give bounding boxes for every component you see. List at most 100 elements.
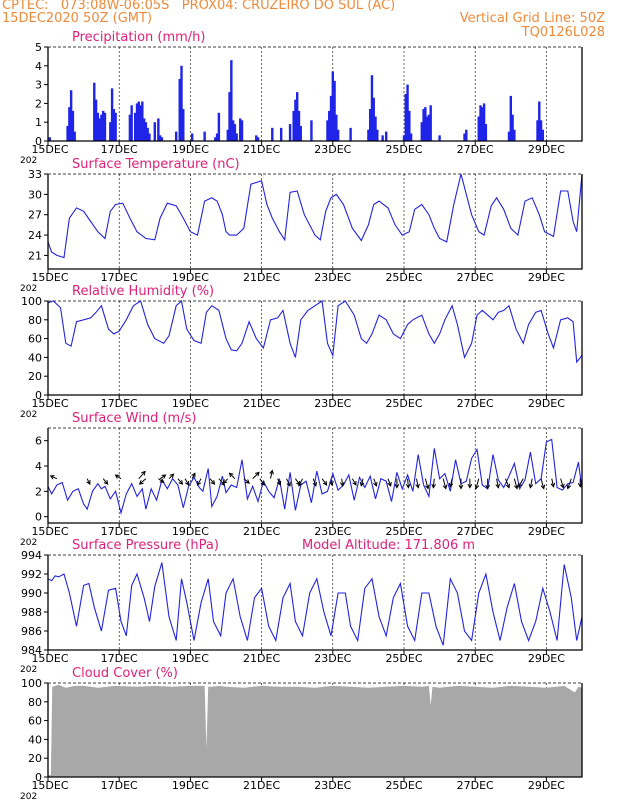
wind-vector-arrow bbox=[177, 478, 184, 485]
pressure-x-tick-label: 15DEC bbox=[31, 652, 68, 665]
wind-vector-arrow bbox=[259, 478, 265, 486]
precipitation-bar bbox=[409, 133, 413, 141]
temperature-y-tick-label: 21 bbox=[28, 249, 42, 262]
wind-vector-arrow bbox=[138, 470, 146, 479]
precipitation-x-tick-label: 21DEC bbox=[243, 143, 280, 156]
precipitation-bar bbox=[103, 112, 107, 141]
wind-vector-arrow bbox=[560, 478, 565, 489]
precipitation-bar bbox=[513, 129, 516, 141]
wind-x-tick-label: 29DEC bbox=[528, 525, 565, 538]
precipitation-bar bbox=[424, 107, 427, 141]
pressure-y-tick-label: 988 bbox=[21, 606, 42, 619]
cloud-cover-y-tick-label: 40 bbox=[28, 733, 42, 746]
cloud-cover-x-tick-label: 25DEC bbox=[385, 779, 422, 792]
humidity-year-label: 202 bbox=[20, 410, 37, 420]
temperature-y-tick-label: 33 bbox=[28, 168, 42, 181]
pressure-x-tick-label: 23DEC bbox=[314, 652, 351, 665]
pressure-x-tick-label: 25DEC bbox=[385, 652, 422, 665]
temperature-year-label: 202 bbox=[20, 284, 37, 294]
wind-series-line bbox=[47, 438, 583, 516]
humidity-x-tick-label: 17DEC bbox=[101, 397, 138, 410]
humidity-y-tick-label: 100 bbox=[21, 295, 42, 308]
pressure-x-tick-label: 17DEC bbox=[101, 652, 138, 665]
temperature-x-tick-label: 25DEC bbox=[385, 271, 422, 284]
wind-vector-arrow bbox=[405, 478, 411, 489]
wind-frame bbox=[47, 428, 583, 524]
wind-vector-arrow bbox=[222, 478, 229, 484]
precipitation-bar bbox=[231, 120, 235, 141]
precipitation-bar bbox=[214, 137, 217, 141]
humidity-series-line bbox=[47, 299, 583, 364]
humidity-y-tick-label: 80 bbox=[28, 314, 42, 327]
precipitation-x-tick-label: 27DEC bbox=[457, 143, 494, 156]
precipitation-bar bbox=[376, 129, 379, 141]
precipitation-bar bbox=[139, 105, 142, 141]
wind-vector-arrow bbox=[209, 478, 216, 485]
precipitation-bar bbox=[336, 129, 340, 141]
cloud-cover-y-tick-label: 0 bbox=[35, 771, 42, 784]
model-resolution-label: TQ0126L028 bbox=[521, 25, 605, 40]
wind-vector-arrow bbox=[339, 478, 345, 487]
precipitation-y-tick-label: 3 bbox=[35, 79, 42, 92]
wind-vector-arrow bbox=[540, 478, 546, 490]
precipitation-bar bbox=[463, 133, 466, 141]
temperature-frame bbox=[47, 174, 583, 270]
humidity-x-tick-label: 23DEC bbox=[314, 397, 351, 410]
precipitation-bar bbox=[427, 114, 431, 141]
precipitation-title: Precipitation (mm/h) bbox=[72, 30, 205, 45]
precipitation-bar bbox=[239, 118, 242, 141]
cloud-cover-title: Cloud Cover (%) bbox=[72, 666, 178, 681]
cloud-cover-y-tick-label: 20 bbox=[28, 752, 42, 765]
precipitation-bar bbox=[158, 135, 162, 141]
pressure-y-tick-label: 986 bbox=[21, 625, 42, 638]
wind-y-tick-label: 0 bbox=[35, 511, 42, 524]
precipitation-bar bbox=[174, 131, 178, 141]
precipitation-bar bbox=[429, 105, 432, 141]
precipitation-bar bbox=[153, 122, 156, 141]
precipitation-bar bbox=[178, 78, 181, 141]
precipitation-bar bbox=[479, 105, 482, 141]
precipitation-bar bbox=[333, 80, 336, 141]
temperature-x-tick-label: 21DEC bbox=[243, 271, 280, 284]
wind-title: Surface Wind (m/s) bbox=[72, 411, 196, 426]
humidity-x-tick-label: 25DEC bbox=[385, 397, 422, 410]
wind-vector-arrow bbox=[394, 478, 400, 489]
precipitation-x-tick-label: 17DEC bbox=[101, 143, 138, 156]
pressure-y-tick-label: 992 bbox=[21, 568, 42, 581]
precipitation-bar bbox=[511, 114, 514, 141]
wind-vector-arrow bbox=[329, 478, 334, 486]
precipitation-bar bbox=[422, 109, 425, 141]
pressure-series-line bbox=[47, 562, 583, 646]
precipitation-bar bbox=[335, 114, 338, 141]
precipitation-bar bbox=[477, 116, 480, 141]
precipitation-y-tick-label: 5 bbox=[35, 41, 42, 54]
precipitation-y-tick-label: 1 bbox=[35, 116, 42, 129]
precipitation-bar bbox=[66, 125, 69, 141]
precipitation-bar bbox=[217, 112, 221, 141]
cloud-cover-y-tick-label: 80 bbox=[28, 696, 42, 709]
precipitation-bar bbox=[296, 92, 299, 141]
precipitation-y-tick-label: 2 bbox=[35, 97, 42, 110]
wind-vector-arrow bbox=[168, 473, 175, 480]
humidity-x-tick-label: 19DEC bbox=[172, 397, 209, 410]
humidity-y-tick-label: 40 bbox=[28, 351, 42, 364]
wind-x-tick-label: 27DEC bbox=[457, 525, 494, 538]
precipitation-bar bbox=[256, 137, 260, 141]
humidity-frame bbox=[47, 301, 583, 396]
precipitation-y-tick-label: 0 bbox=[35, 135, 42, 148]
precipitation-x-tick-label: 25DEC bbox=[385, 143, 422, 156]
cloud-cover-frame bbox=[47, 683, 583, 778]
precipitation-bar bbox=[135, 103, 139, 141]
cloud-cover-y-tick-label: 60 bbox=[28, 715, 42, 728]
cloud-cover-x-tick-label: 21DEC bbox=[243, 779, 280, 792]
precipitation-bar bbox=[98, 118, 101, 141]
precipitation-bar bbox=[367, 129, 370, 141]
humidity-x-tick-label: 29DEC bbox=[528, 397, 565, 410]
pressure-x-tick-label: 21DEC bbox=[243, 652, 280, 665]
humidity-x-tick-label: 21DEC bbox=[243, 397, 280, 410]
wind-vector-arrow bbox=[286, 478, 291, 487]
precipitation-bar bbox=[157, 118, 160, 141]
temperature-title: Surface Temperature (nC) bbox=[72, 157, 240, 172]
wind-vector-arrow bbox=[114, 474, 122, 480]
wind-vector-arrow bbox=[467, 478, 473, 489]
